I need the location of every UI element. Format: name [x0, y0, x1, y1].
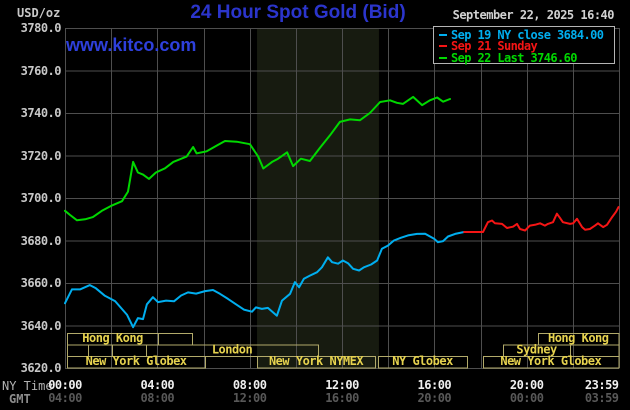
gmt-tick-label: 04:00: [48, 391, 82, 405]
legend-swatch: [439, 56, 447, 59]
y-tick-label: 3700.0: [20, 191, 62, 205]
ny-time-tick-label: 00:00: [48, 378, 82, 392]
session-box: [146, 344, 319, 357]
series-line-sep22: [64, 95, 451, 222]
ny-time-tick-label: 23:59: [584, 378, 619, 392]
y-tick-label: 3660.0: [20, 276, 62, 290]
legend-label: Sep 21 Sunday: [451, 39, 538, 54]
gmt-tick-label: 03:59: [584, 391, 619, 405]
gmt-axis-label: GMT: [9, 392, 31, 406]
y-tick-label: 3620.0: [20, 361, 62, 375]
units-label: USD/oz: [17, 6, 61, 20]
legend-item: Sep 22 Last 3746.60: [438, 50, 614, 65]
session-box: [257, 356, 377, 369]
y-tick-label: 3740.0: [20, 106, 62, 120]
legend-item: Sep 21 Sunday: [438, 39, 614, 54]
page-title: 24 Hour Spot Gold (Bid): [190, 2, 406, 23]
ny-time-tick-label: 04:00: [140, 378, 175, 392]
y-tick-label: 3680.0: [20, 233, 62, 248]
session-label: Hong Kong: [82, 331, 143, 345]
series-line-sep19: [64, 231, 466, 329]
ny-time-tick-label: 20:00: [509, 378, 544, 392]
gmt-tick-label: 00:00: [509, 391, 544, 405]
legend-label: Sep 19 NY close 3684.00: [451, 27, 604, 42]
gmt-tick-label: 12:00: [232, 391, 267, 405]
session-label: New York Globex: [86, 354, 187, 368]
session-label: London: [212, 343, 253, 357]
y-tick-label: 3760.0: [20, 63, 62, 78]
y-tick-label: 3780.0: [20, 21, 62, 35]
session-label: Sydney: [516, 343, 557, 357]
session-label: New York Globex: [500, 354, 601, 368]
session-box: [67, 356, 207, 369]
datetime-label: September 22, 2025 16:40: [452, 8, 615, 22]
series-line-sep21: [463, 206, 620, 233]
gmt-tick-label: 08:00: [140, 391, 175, 405]
session-label: Hong Kong: [548, 331, 609, 345]
session-label: NY Globex: [392, 354, 453, 368]
session-box: [158, 333, 193, 346]
session-box: [378, 356, 469, 369]
gmt-tick-label: 16:00: [325, 391, 359, 405]
legend-swatch: [439, 33, 447, 36]
gmt-tick-label: 20:00: [417, 391, 452, 405]
ny-time-tick-label: 16:00: [417, 378, 452, 392]
legend-box: Sep 19 NY close 3684.00 Sep 21 Sunday Sep …: [433, 26, 615, 65]
legend-swatch: [439, 45, 447, 48]
session-label: New York NYMEX: [269, 354, 364, 368]
ny-time-tick-label: 08:00: [232, 378, 267, 392]
session-box: [483, 356, 620, 369]
legend-label: Sep 22 Last 3746.60: [451, 50, 577, 65]
y-tick-label: 3640.0: [20, 318, 62, 333]
kitco-watermark-link[interactable]: www.kitco.com: [66, 35, 197, 55]
ny-time-tick-label: 12:00: [325, 378, 359, 392]
legend-item: Sep 19 NY close 3684.00: [438, 27, 614, 42]
y-tick-label: 3720.0: [20, 148, 62, 163]
ny-time-axis-label: NY Time: [2, 379, 53, 393]
